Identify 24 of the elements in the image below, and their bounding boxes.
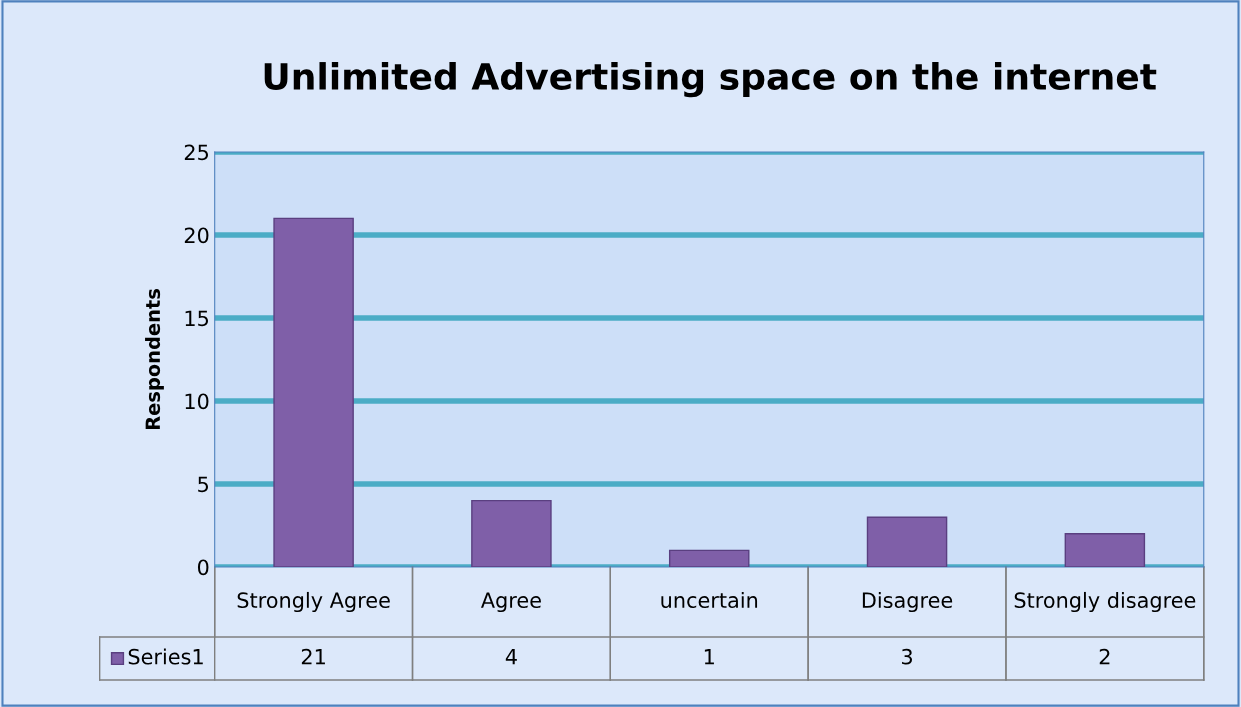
bar <box>866 516 948 568</box>
data-label: 4 <box>505 649 517 665</box>
legend-label: Series1 <box>128 648 203 665</box>
y-tick-label: 20 <box>184 227 209 244</box>
data-label: 1 <box>704 649 714 665</box>
y-tick-label: 25 <box>184 144 209 161</box>
bar <box>668 549 750 568</box>
bar <box>471 499 552 568</box>
x-tick-label: Agree <box>480 592 541 613</box>
x-tick-label: Strongly Agree <box>237 591 390 613</box>
x-tick-label: Disagree <box>862 591 953 613</box>
data-label: 2 <box>1099 648 1110 665</box>
data-label: 3 <box>902 648 912 665</box>
x-tick-label: Strongly disagree <box>1014 591 1196 613</box>
y-tick-label: 15 <box>185 310 209 327</box>
y-tick-label: 5 <box>198 476 209 493</box>
y-tick-label: 10 <box>185 393 209 410</box>
bar <box>1064 533 1146 568</box>
bar <box>273 217 354 568</box>
x-tick-label: uncertain <box>661 591 758 609</box>
chart-title: Unlimited Advertising space on the internet <box>264 62 1157 98</box>
data-label: 21 <box>301 648 325 665</box>
y-axis-title: Respondents <box>145 289 164 430</box>
y-tick-label: 0 <box>197 559 209 576</box>
